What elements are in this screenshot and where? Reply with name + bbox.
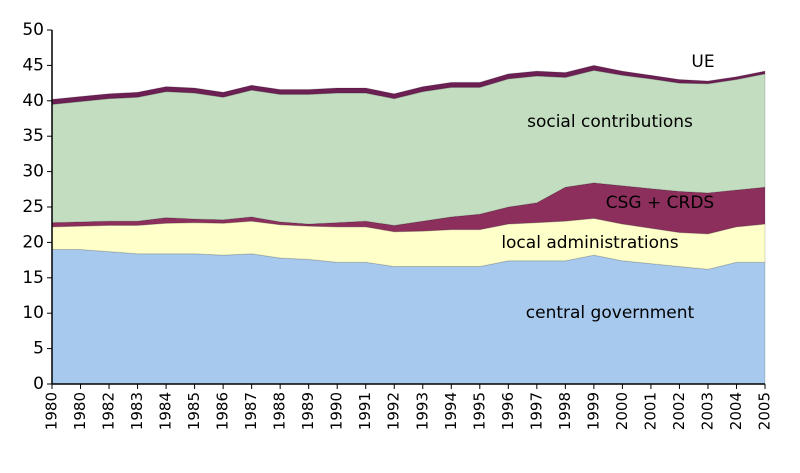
x-tick-label: 1985 bbox=[185, 392, 203, 430]
y-tick-label: 25 bbox=[22, 197, 44, 217]
x-tick-label: 1992 bbox=[385, 392, 403, 430]
y-tick-label: 40 bbox=[22, 91, 44, 111]
x-tick-label: 2004 bbox=[727, 392, 745, 430]
x-tick-label: 1995 bbox=[470, 392, 488, 430]
series-label: central government bbox=[526, 303, 695, 323]
x-tick-label: 1999 bbox=[584, 392, 602, 430]
y-tick-label: 15 bbox=[22, 268, 44, 288]
x-tick-label: 1990 bbox=[328, 392, 346, 430]
x-tick-label: 1987 bbox=[242, 392, 260, 430]
x-tick-label: 1996 bbox=[499, 392, 517, 430]
x-tick-label: 2001 bbox=[641, 392, 659, 430]
x-tick-label: 1988 bbox=[271, 392, 289, 430]
x-tick-label: 1991 bbox=[356, 392, 374, 430]
x-tick-label: 1980 bbox=[71, 392, 89, 430]
series-label: CSG + CRDS bbox=[606, 193, 714, 213]
x-tick-label: 1998 bbox=[556, 392, 574, 430]
x-tick-label: 1986 bbox=[214, 392, 232, 430]
y-tick-label: 30 bbox=[22, 162, 44, 182]
y-tick-label: 35 bbox=[22, 126, 44, 146]
y-tick-label: 50 bbox=[22, 20, 44, 40]
area bbox=[51, 64, 766, 105]
x-tick-label: 1993 bbox=[413, 392, 431, 430]
y-tick-label: 0 bbox=[33, 374, 44, 394]
x-tick-label: 2000 bbox=[613, 392, 631, 430]
y-tick-label: 20 bbox=[22, 232, 44, 252]
y-tick-label: 5 bbox=[33, 339, 44, 359]
x-tick-label: 1982 bbox=[100, 392, 118, 430]
x-tick-label: 1984 bbox=[157, 392, 175, 430]
x-tick-label: 1989 bbox=[299, 392, 317, 430]
x-tick-label: 2005 bbox=[756, 392, 774, 430]
x-tick-label: 2002 bbox=[670, 392, 688, 430]
x-tick-label: 1997 bbox=[527, 392, 545, 430]
series-label: local administrations bbox=[501, 233, 678, 253]
x-tick-label: 2003 bbox=[698, 392, 716, 430]
series-label: social contributions bbox=[527, 112, 693, 132]
x-tick-label: 1980 bbox=[43, 392, 61, 430]
series-label: UE bbox=[691, 52, 714, 72]
y-tick-label: 10 bbox=[22, 303, 44, 323]
y-tick-label: 45 bbox=[22, 55, 44, 75]
x-tick-label: 1983 bbox=[128, 392, 146, 430]
x-tick-label: 1994 bbox=[442, 392, 460, 430]
